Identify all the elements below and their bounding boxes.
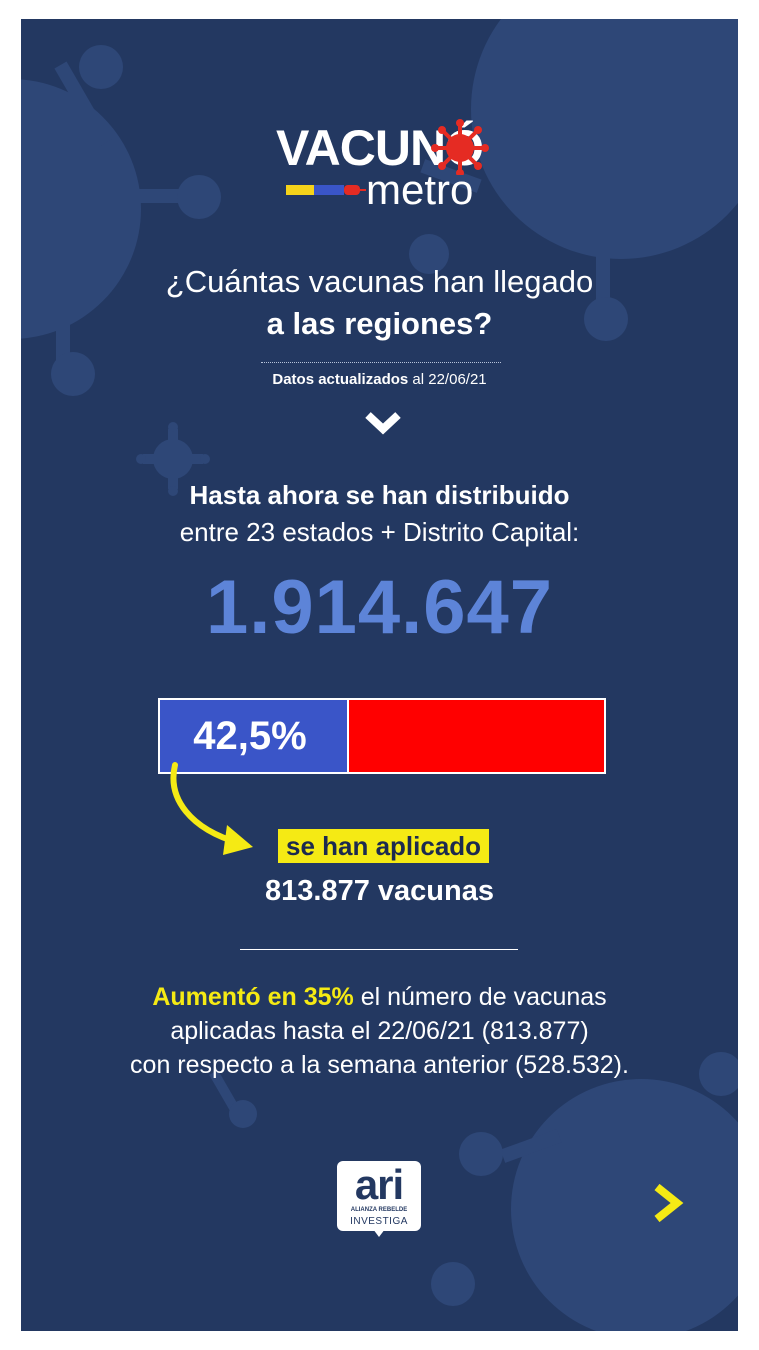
chevron-right-icon[interactable] (651, 1181, 687, 1225)
logo-subtitle: metro (366, 166, 474, 213)
ari-logo-word: ari (354, 1161, 404, 1208)
virus-logo-icon (431, 119, 489, 175)
update-date: Datos actualizados al 22/06/21 (21, 371, 738, 388)
title-line-1: ¿Cuántas vacunas han llegado (165, 264, 594, 299)
progress-bar-fill (160, 700, 349, 772)
infographic-card: VACUNÓ metro ¿Cuántas vacunas han llegad… (21, 19, 738, 1331)
applied-count: 813.877 vacunas (265, 875, 494, 907)
summary-line-1-rest: el número de vacunas (353, 983, 607, 1011)
update-label: Datos actualizados (272, 371, 409, 388)
section-divider (240, 949, 518, 950)
page-title: ¿Cuántas vacunas han llegado a las regio… (21, 261, 738, 345)
curved-arrow-icon (170, 762, 253, 855)
summary-line-2: aplicadas hasta el 22/06/21 (813.877) (170, 1017, 589, 1045)
applied-highlight: se han aplicado (278, 829, 490, 863)
ari-logo-line-2: INVESTIGA (350, 1216, 408, 1227)
progress-percent: 42,5% (193, 714, 307, 758)
summary-line-1: Aumentó en 35% el número de vacunas (21, 980, 738, 1014)
update-value: al 22/06/21 (408, 371, 487, 388)
title-line-2: a las regiones? (266, 306, 493, 341)
flag-syringe-icon (286, 185, 366, 195)
virus-decoration-icon (21, 19, 738, 1331)
summary-paragraph: Aumentó en 35% el número de vacunas apli… (21, 980, 738, 1082)
distribution-line-1: Hasta ahora se han distribuido (189, 480, 570, 510)
distributed-total: 1.914.647 (205, 565, 554, 650)
progress-bar: 42,5% (158, 698, 606, 774)
distribution-line-2: entre 23 estados + Distrito Capital: (179, 517, 580, 547)
chevron-down-icon (365, 412, 401, 435)
summary-highlight: Aumentó en 35% (152, 983, 354, 1011)
ari-logo-line-1: ALIANZA REBELDE (350, 1207, 408, 1213)
ari-logo: ari ALIANZA REBELDE INVESTIGA (337, 1161, 421, 1231)
ari-logo-tail (373, 1229, 385, 1237)
summary-line-3: con respecto a la semana anterior (528.5… (130, 1051, 629, 1079)
dotted-divider (261, 362, 501, 363)
